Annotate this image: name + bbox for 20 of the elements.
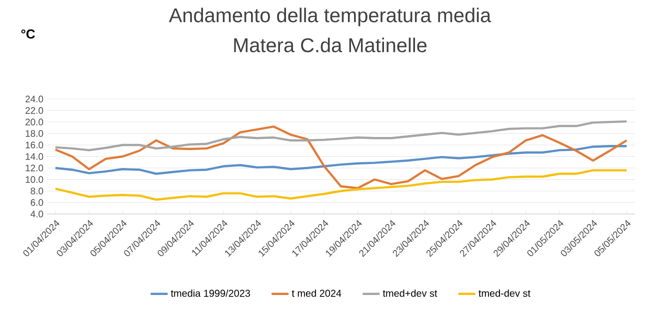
y-tick-label: 22.0	[26, 107, 44, 114]
line-series	[54, 126, 628, 190]
y-tick-label: 14.0	[26, 153, 44, 160]
legend-label: tmed+dev st	[382, 289, 438, 297]
line-series	[54, 145, 628, 175]
y-axis-title: °C	[21, 29, 35, 39]
y-tick-label: 6.0	[30, 199, 44, 206]
y-tick-label: 24.0	[26, 96, 44, 102]
y-tick-label: 4.0	[30, 210, 44, 218]
y-tick-label: 18.0	[26, 130, 44, 137]
y-tick-label: 12.0	[26, 164, 44, 172]
y-tick-label: 16.0	[26, 142, 44, 148]
legend-label: tmed-dev st	[478, 289, 530, 297]
y-tick-label: 8.0	[30, 188, 44, 194]
y-tick-label: 20.0	[26, 118, 44, 126]
chart-title: Andamento della temperatura media	[168, 8, 492, 26]
legend-label: t med 2024	[292, 289, 342, 297]
y-tick-label: 10.0	[26, 176, 44, 183]
legend-label: tmedia 1999/2023	[170, 289, 250, 297]
chart-subtitle: Matera C.da Matinelle	[234, 38, 427, 52]
